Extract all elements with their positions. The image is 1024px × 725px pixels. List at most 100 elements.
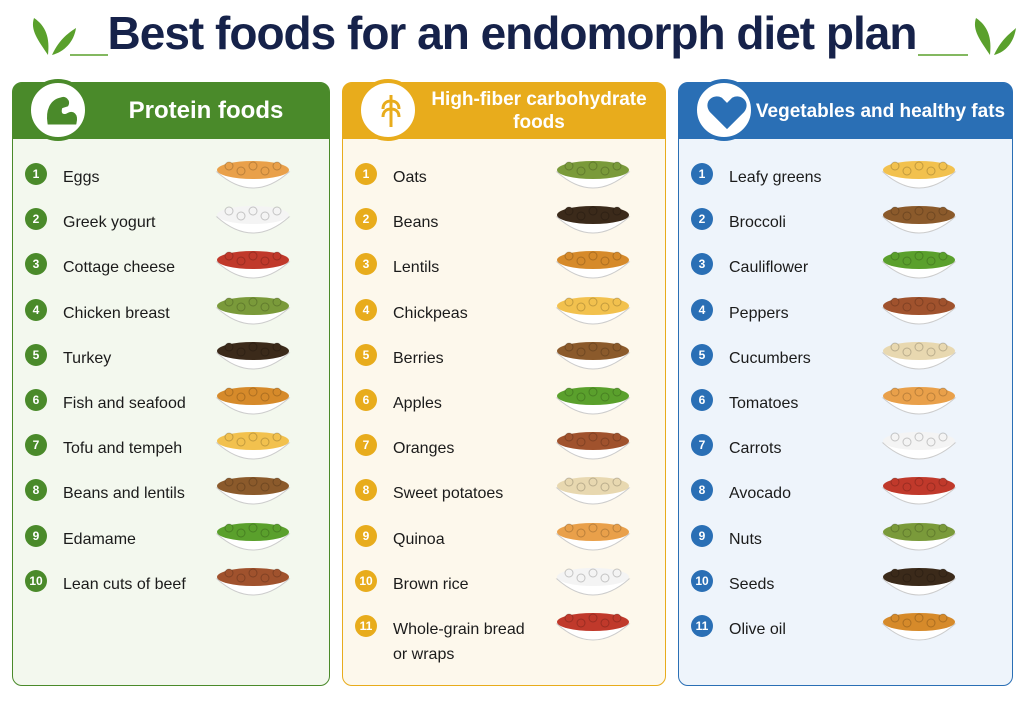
food-piece — [938, 613, 948, 623]
icon-shape — [707, 96, 747, 130]
food-piece — [564, 477, 574, 487]
food-piece — [902, 256, 912, 266]
food-piece — [260, 211, 270, 221]
food-piece — [260, 302, 270, 312]
food-piece — [890, 568, 900, 578]
item-number: 10 — [355, 569, 377, 592]
item-label: Cottage cheese — [63, 259, 176, 277]
food-piece — [260, 392, 270, 402]
food-piece — [926, 166, 936, 176]
food-piece — [600, 166, 610, 176]
food-piece — [576, 256, 586, 266]
food-piece — [564, 432, 574, 442]
food-piece — [914, 251, 924, 261]
item-number: 5 — [25, 343, 47, 366]
food-piece — [564, 251, 574, 261]
food-piece — [938, 568, 948, 578]
list-item: 1 Leafy greens — [679, 154, 1014, 194]
food-piece — [926, 618, 936, 628]
food-piece — [248, 477, 258, 487]
item-label: Eggs — [63, 169, 100, 186]
list-item: 8 Beans and lentils — [13, 470, 331, 510]
food-illustration — [215, 296, 291, 325]
food-piece — [224, 568, 234, 578]
food-illustration — [215, 477, 291, 505]
food-piece — [272, 387, 282, 397]
item-label: Berries — [393, 349, 444, 367]
icon-shape — [381, 95, 401, 127]
item-label: Edamame — [63, 530, 136, 548]
food-piece — [890, 432, 900, 442]
food-illustration — [215, 341, 291, 370]
item-label: Peppers — [729, 304, 789, 322]
food-piece — [890, 477, 900, 487]
food-piece — [890, 297, 900, 307]
food-piece — [224, 251, 234, 261]
food-piece — [612, 297, 622, 307]
food-piece — [926, 573, 936, 583]
food-piece — [236, 573, 246, 583]
item-label: Leafy greens — [729, 169, 822, 186]
food-piece — [576, 392, 586, 402]
food-piece — [576, 166, 586, 176]
list-item: 9 Quinoa — [343, 516, 667, 556]
food-piece — [938, 251, 948, 261]
item-number: 4 — [691, 298, 713, 321]
food-piece — [902, 211, 912, 221]
food-illustration — [881, 341, 957, 370]
panel-icon — [27, 79, 89, 141]
list-item: 8 Sweet potatoes — [343, 470, 667, 510]
food-piece — [588, 613, 598, 623]
item-number: 9 — [355, 524, 377, 547]
list-item: 6 Tomatoes — [679, 380, 1014, 420]
food-piece — [588, 387, 598, 397]
food-illustration — [555, 432, 631, 460]
list-item: 7 Tofu and tempeh — [13, 425, 331, 465]
food-piece — [588, 251, 598, 261]
decoration — [32, 18, 1016, 56]
item-label: Quinoa — [393, 530, 445, 548]
food-piece — [600, 573, 610, 583]
food-piece — [260, 482, 270, 492]
food-illustration — [215, 251, 291, 279]
food-illustration — [881, 477, 957, 505]
item-label: Beans and lentils — [63, 485, 185, 503]
food-piece — [902, 392, 912, 402]
item-number: 2 — [355, 208, 377, 231]
list-item: 2 Broccoli — [679, 199, 1014, 239]
food-illustration — [881, 251, 957, 279]
food-piece — [576, 211, 586, 221]
list-item: 5 Berries — [343, 335, 667, 375]
food-piece — [926, 211, 936, 221]
item-label: Tofu and tempeh — [63, 440, 183, 458]
list-item: 10 Lean cuts of beef — [13, 561, 331, 601]
item-label: Nuts — [729, 530, 762, 548]
list-item: 6 Apples — [343, 380, 667, 420]
food-piece — [914, 568, 924, 578]
food-piece — [564, 523, 574, 533]
list-item: 11 Whole-grain bread or wraps — [343, 606, 667, 663]
food-piece — [236, 166, 246, 176]
food-piece — [926, 347, 936, 357]
item-label: Chickpeas — [393, 304, 468, 322]
food-illustration — [881, 522, 957, 551]
food-piece — [902, 573, 912, 583]
item-number: 6 — [25, 389, 47, 411]
food-piece — [938, 297, 948, 307]
food-piece — [588, 432, 598, 442]
food-piece — [600, 302, 610, 312]
food-piece — [248, 342, 258, 352]
item-label: Lean cuts of beef — [63, 575, 186, 593]
food-illustration — [555, 341, 631, 370]
food-piece — [248, 387, 258, 397]
panel-icon — [693, 79, 755, 141]
list-item: 5 Cucumbers — [679, 335, 1014, 375]
item-label: Broccoli — [729, 214, 786, 232]
food-piece — [272, 477, 282, 487]
food-piece — [260, 437, 270, 447]
food-piece — [926, 302, 936, 312]
food-piece — [576, 437, 586, 447]
food-illustration — [555, 567, 631, 596]
food-piece — [588, 161, 598, 171]
food-piece — [926, 392, 936, 402]
